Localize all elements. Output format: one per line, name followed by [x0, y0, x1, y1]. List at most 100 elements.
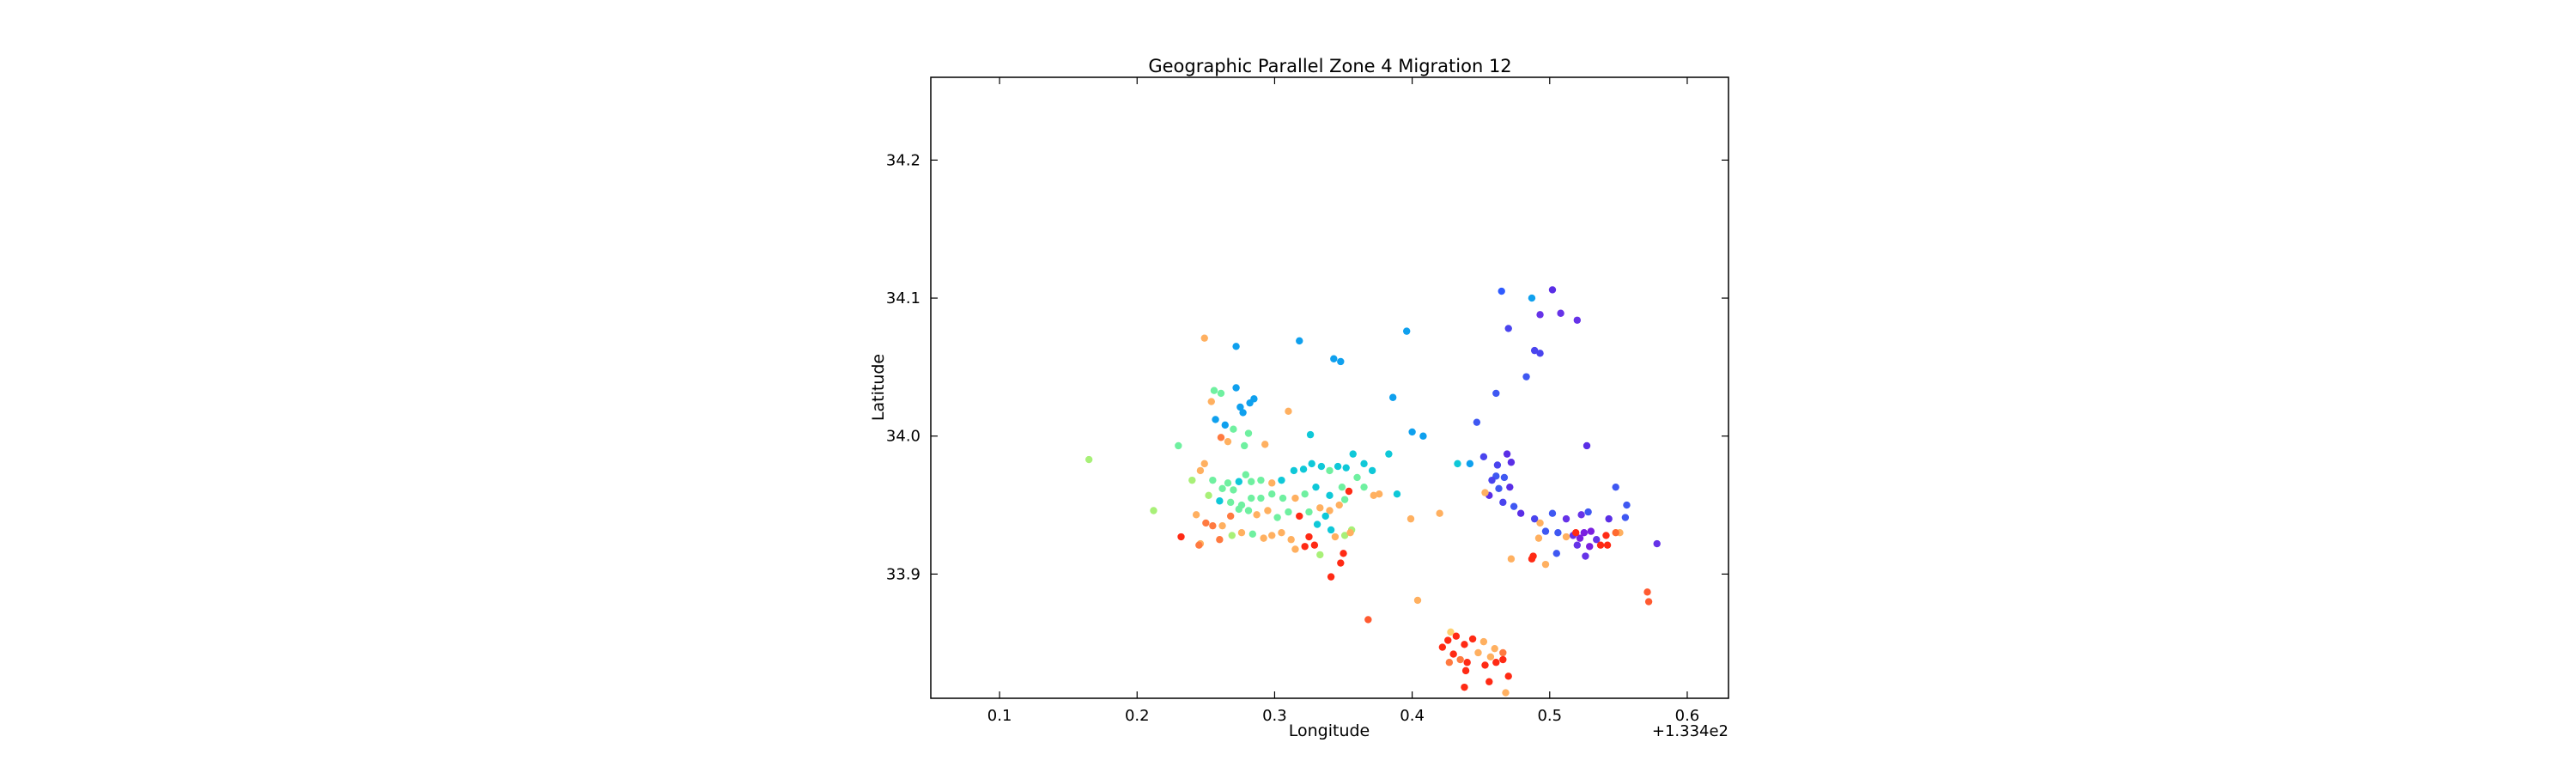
data-point: [1481, 661, 1489, 669]
data-point: [1349, 450, 1357, 458]
data-point: [1530, 346, 1539, 355]
data-point: [1461, 683, 1468, 691]
data-point: [1296, 337, 1303, 345]
data-point: [1261, 441, 1269, 448]
data-point: [1268, 490, 1276, 498]
data-point: [1260, 534, 1267, 542]
data-point: [1481, 489, 1489, 496]
data-point: [1605, 514, 1613, 523]
data-point: [1554, 529, 1562, 537]
data-point: [1210, 386, 1218, 394]
y-axis-label: Latitude: [869, 354, 888, 421]
data-point: [1228, 532, 1236, 539]
data-point: [1456, 655, 1464, 664]
data-point: [1244, 429, 1253, 437]
data-point: [1499, 498, 1507, 507]
data-point: [1438, 643, 1447, 651]
data-point: [1326, 466, 1334, 475]
data-point: [1498, 287, 1505, 295]
data-point: [1621, 514, 1630, 521]
data-point: [1643, 588, 1651, 596]
data-point: [1486, 653, 1495, 660]
y-tick-label: 33.9: [886, 565, 920, 583]
x-axis: 0.1 0.2 0.3 0.4 0.5 0.6: [987, 77, 1700, 725]
data-point: [1653, 539, 1661, 548]
data-point: [1493, 461, 1502, 469]
data-point: [1240, 441, 1249, 450]
data-point: [1244, 507, 1253, 514]
data-point: [1327, 526, 1335, 534]
data-point: [1248, 494, 1255, 502]
data-point: [1316, 504, 1324, 512]
data-point: [1548, 286, 1557, 294]
data-point: [1529, 552, 1537, 560]
x-axis-label: Longitude: [1289, 721, 1370, 740]
data-point: [1084, 455, 1093, 464]
data-point: [1337, 357, 1345, 366]
data-point: [1330, 355, 1338, 362]
data-point: [1202, 519, 1210, 527]
data-point: [1305, 533, 1313, 541]
data-point: [1232, 384, 1240, 392]
data-point: [1582, 552, 1589, 560]
data-point: [1326, 507, 1334, 514]
x-tick-label: 0.4: [1400, 707, 1425, 725]
data-point: [1479, 637, 1488, 646]
data-point: [1268, 532, 1276, 539]
scatter-points: [1084, 286, 1661, 697]
data-point: [1474, 648, 1482, 657]
data-point: [1385, 450, 1393, 458]
data-point: [1536, 311, 1544, 319]
data-point: [1500, 473, 1509, 482]
data-point: [1580, 529, 1589, 537]
data-point: [1603, 541, 1612, 549]
data-point: [1507, 555, 1516, 563]
data-point: [1239, 409, 1247, 417]
data-point: [1576, 534, 1584, 542]
data-point: [1264, 507, 1272, 514]
data-point: [1388, 393, 1397, 401]
data-point: [1287, 536, 1295, 544]
data-point: [1573, 541, 1582, 549]
data-point: [1250, 395, 1258, 403]
chart-title: Geographic Parallel Zone 4 Migration 12: [1148, 56, 1511, 76]
data-point: [1402, 327, 1411, 335]
data-point: [1218, 521, 1226, 530]
data-point: [1306, 430, 1315, 439]
data-point: [1291, 545, 1299, 553]
data-point: [1335, 501, 1343, 509]
data-point: [1257, 476, 1265, 484]
data-point: [1249, 530, 1257, 539]
data-point: [1444, 636, 1452, 644]
data-point: [1541, 527, 1550, 535]
data-point: [1479, 453, 1488, 461]
data-point: [1224, 437, 1232, 446]
data-point: [1216, 536, 1224, 544]
data-point: [1644, 598, 1653, 606]
data-point: [1504, 673, 1512, 680]
data-point: [1536, 350, 1544, 357]
data-point: [1301, 543, 1309, 551]
data-point: [1188, 476, 1196, 484]
x-tick-label: 0.5: [1537, 707, 1562, 725]
data-point: [1491, 644, 1498, 653]
data-point: [1507, 459, 1516, 466]
data-point: [1285, 407, 1292, 416]
x-tick-label: 0.6: [1675, 707, 1700, 725]
data-point: [1584, 508, 1592, 516]
data-point: [1316, 551, 1324, 559]
data-point: [1413, 596, 1422, 605]
data-point: [1285, 508, 1292, 516]
data-point: [1449, 650, 1457, 658]
data-point: [1317, 462, 1326, 471]
data-point: [1557, 309, 1564, 317]
data-point: [1224, 479, 1232, 487]
data-point: [1466, 460, 1474, 468]
data-point: [1331, 533, 1340, 541]
data-point: [1326, 491, 1334, 500]
data-point: [1587, 527, 1595, 535]
data-point: [1499, 655, 1507, 664]
data-point: [1534, 534, 1543, 542]
data-point: [1340, 496, 1349, 503]
